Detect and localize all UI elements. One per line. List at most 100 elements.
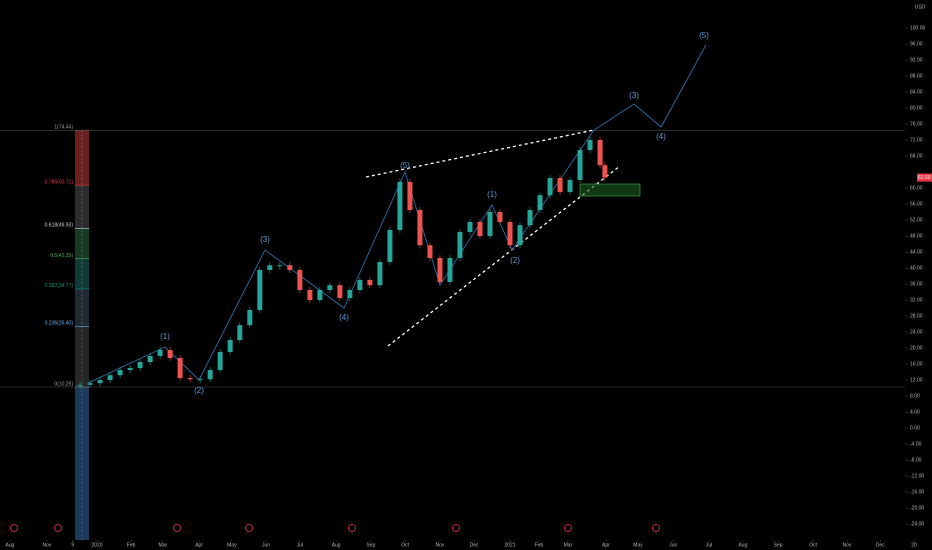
x-tick-label: Sep [366, 542, 375, 548]
x-tick-label: Dec [470, 542, 479, 548]
fib-label: 0.5(42.35) [50, 253, 73, 259]
candle [407, 182, 413, 210]
candle [567, 180, 573, 192]
wave-label: (3) [260, 235, 270, 244]
y-tick-label: -16.00 [910, 489, 924, 495]
candle [97, 380, 103, 384]
candle [367, 280, 373, 286]
x-tick-label: May [227, 542, 237, 548]
x-tick-label: Apr [195, 542, 203, 548]
y-tick-label: 0.00 [910, 425, 920, 431]
y-tick-label: 4.00 [910, 409, 920, 415]
candle [587, 140, 593, 150]
y-tick-label: 40.00 [910, 265, 923, 271]
x-tick-label: Feb [127, 542, 136, 548]
fib-band [75, 130, 89, 186]
wave-label: (2) [194, 386, 204, 395]
fib-bands: 1(74.44) 0.786(60.71) 0.618(49.93) 0.5(42.3… [45, 125, 89, 540]
y-tick-label: 16.00 [910, 361, 923, 367]
candle [417, 210, 423, 246]
candle [267, 265, 273, 270]
candle [517, 225, 523, 246]
candle [257, 270, 263, 310]
y-tick-label: 52.00 [910, 217, 923, 223]
x-tick-label: Nov [843, 542, 852, 548]
x-tick-label: Oct [401, 542, 409, 548]
candle [387, 230, 393, 262]
last-price-label: 62.60 [918, 175, 931, 181]
candle [207, 370, 213, 380]
candle [167, 350, 173, 358]
candle [577, 150, 583, 180]
y-tick-label: 36.00 [910, 281, 923, 287]
candle [107, 375, 113, 380]
candle [487, 212, 493, 236]
y-tick-label: 68.00 [910, 153, 923, 159]
x-tick-label: 2020 [91, 542, 102, 548]
candle [337, 285, 343, 298]
candle [507, 222, 513, 246]
candle [157, 350, 163, 356]
x-tick-label: Aug [332, 542, 341, 548]
target-zone [579, 183, 641, 197]
candle [127, 368, 133, 370]
grid [0, 129, 905, 388]
fib-label: 1(74.44) [54, 125, 73, 131]
y-tick-label: 12.00 [910, 377, 923, 383]
candle [557, 178, 563, 192]
candle [277, 265, 283, 267]
wave-path [87, 44, 707, 384]
wave-label: (1) [160, 332, 170, 341]
fib-band [75, 258, 89, 289]
candle [137, 362, 143, 368]
event-markers [10, 524, 660, 532]
candle [227, 340, 233, 352]
candle [347, 290, 353, 298]
y-tick-label: 84.00 [910, 89, 923, 95]
wave-label: (3) [629, 91, 639, 100]
y-tick-label: 24.00 [910, 329, 923, 335]
x-tick-label: Mar [564, 542, 573, 548]
candle [527, 210, 533, 226]
x-tick-label: Nov [42, 542, 51, 548]
fib-label: 0.236(25.40) [45, 321, 74, 327]
y-tick-label: -4.00 [910, 441, 922, 447]
x-tick-label: Apr [602, 542, 610, 548]
y-tick-label: 28.00 [910, 313, 923, 319]
candle [457, 232, 463, 258]
lower-trendline [387, 165, 621, 347]
y-tick-label: 72.00 [910, 137, 923, 143]
y-tick-label: 76.00 [910, 121, 923, 127]
candle [187, 378, 193, 380]
x-tick-label: Aug [738, 542, 747, 548]
x-tick-label: Feb [535, 542, 544, 548]
y-tick-label: 44.00 [910, 249, 923, 255]
candle [237, 325, 243, 340]
candle [117, 370, 123, 376]
y-tick-label: 100.00 [910, 25, 926, 31]
y-tick-label: 88.00 [910, 73, 923, 79]
candle [317, 290, 323, 300]
y-tick-label: 80.00 [910, 105, 923, 111]
candle [197, 379, 203, 381]
candle [287, 265, 293, 270]
candle [357, 280, 363, 290]
candle [547, 178, 553, 196]
candle [497, 212, 503, 222]
wave-label: (4) [339, 313, 349, 322]
wave-label: (5) [699, 31, 709, 40]
x-tick-label: Jul [706, 542, 712, 548]
candle [537, 195, 543, 210]
currency: USD [915, 4, 926, 10]
x-tick-label: Aug [6, 542, 15, 548]
fib-label: 0.382(34.77) [45, 283, 74, 289]
x-tick-label: 20 [911, 542, 917, 548]
fib-label: 0.618(49.93) [45, 223, 74, 229]
candle [297, 270, 303, 290]
candle [437, 258, 443, 282]
x-tick-label: Jun [669, 542, 677, 548]
x-tick-label: May [633, 542, 643, 548]
y-tick-label: 20.00 [910, 345, 923, 351]
candle [597, 140, 603, 166]
